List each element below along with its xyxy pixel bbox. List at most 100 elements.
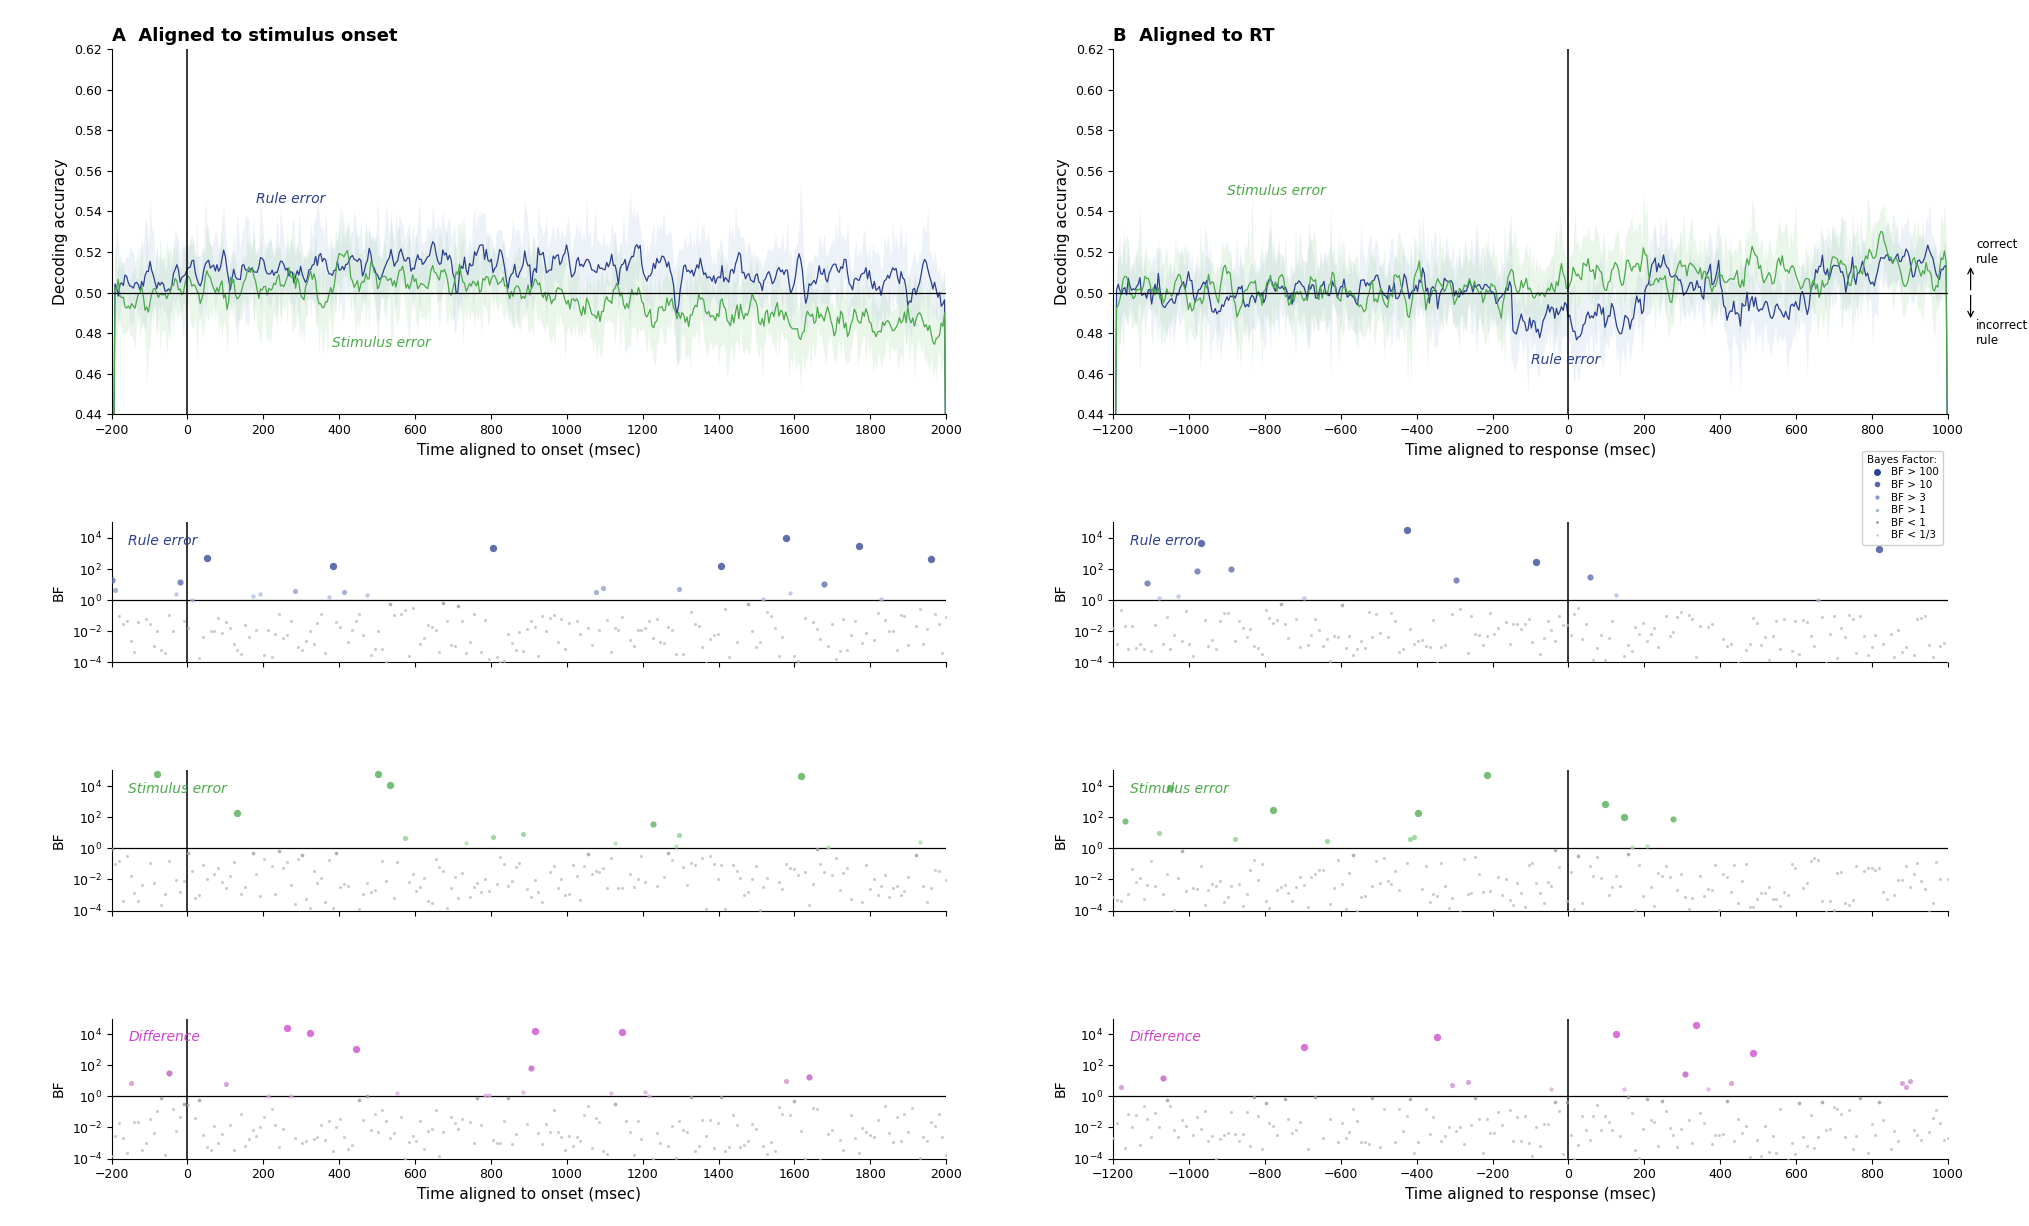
- Point: [1325, 596, 1357, 615]
- Point: [1666, 863, 1698, 883]
- Point: [1264, 595, 1297, 614]
- Point: [1512, 609, 1544, 629]
- Point: [1394, 829, 1426, 848]
- Point: [590, 878, 623, 897]
- Point: [1359, 1159, 1392, 1178]
- Point: [1775, 641, 1808, 661]
- Point: [1923, 869, 1956, 889]
- Point: [290, 889, 323, 908]
- Point: [686, 1110, 718, 1129]
- Point: [191, 1138, 223, 1157]
- Point: [239, 620, 272, 640]
- Point: [877, 622, 909, 641]
- Point: [881, 640, 913, 660]
- Point: [321, 1117, 353, 1137]
- Point: [142, 620, 174, 640]
- X-axis label: Time aligned to response (msec): Time aligned to response (msec): [1404, 443, 1656, 457]
- Point: [1437, 888, 1469, 907]
- Point: [1447, 666, 1479, 685]
- Point: [1919, 852, 1952, 872]
- Point: [1893, 660, 1926, 679]
- Point: [599, 832, 631, 852]
- Point: [1189, 609, 1221, 629]
- Point: [112, 612, 144, 631]
- Point: [576, 1138, 609, 1157]
- Point: [217, 852, 250, 872]
- Point: [1372, 870, 1404, 890]
- Point: [546, 869, 578, 889]
- Point: [213, 618, 246, 638]
- Point: [1623, 1148, 1656, 1167]
- Point: [1516, 633, 1548, 652]
- Text: Stimulus error: Stimulus error: [331, 336, 430, 351]
- Point: [381, 852, 414, 872]
- Point: [1386, 1121, 1418, 1140]
- Point: [1794, 1105, 1826, 1124]
- Point: [1246, 855, 1278, 874]
- Point: [1116, 615, 1148, 635]
- Point: [359, 1103, 392, 1123]
- Point: [1788, 878, 1820, 897]
- Point: [1798, 847, 1830, 867]
- Point: [1871, 889, 1903, 908]
- Point: [925, 908, 958, 928]
- Point: [1250, 1092, 1282, 1112]
- Point: [1706, 629, 1739, 649]
- Point: [274, 612, 306, 631]
- Point: [1485, 1116, 1518, 1135]
- Point: [564, 1132, 597, 1151]
- Point: [668, 1121, 700, 1140]
- Point: [126, 875, 158, 895]
- Point: [1550, 614, 1583, 634]
- Point: [1658, 809, 1690, 829]
- Point: [260, 884, 292, 904]
- Point: [1260, 611, 1292, 630]
- Point: [911, 893, 943, 912]
- Point: [1915, 647, 1948, 667]
- Point: [426, 862, 459, 881]
- Point: [1654, 626, 1686, 646]
- Point: [1424, 638, 1457, 657]
- Point: [1481, 618, 1514, 638]
- Point: [473, 1086, 505, 1106]
- Point: [335, 1135, 367, 1155]
- Point: [617, 1145, 649, 1165]
- Point: [1260, 1125, 1292, 1145]
- Point: [213, 867, 246, 886]
- Point: [1219, 829, 1252, 848]
- Point: [716, 1105, 749, 1124]
- Point: [1185, 856, 1217, 875]
- Point: [1146, 1069, 1179, 1089]
- Point: [572, 618, 605, 638]
- Point: [351, 873, 383, 893]
- Point: [1199, 877, 1232, 896]
- Point: [160, 1122, 193, 1141]
- Point: [1242, 1106, 1274, 1125]
- Point: [690, 899, 722, 918]
- Point: [582, 620, 615, 640]
- Point: [682, 617, 714, 636]
- Point: [607, 607, 639, 626]
- Point: [1242, 638, 1274, 657]
- Point: [1272, 628, 1305, 647]
- Point: [895, 1098, 927, 1118]
- Point: [732, 593, 765, 613]
- Point: [205, 872, 237, 891]
- Point: [568, 856, 601, 875]
- Point: [1386, 920, 1418, 939]
- Point: [599, 618, 631, 638]
- Point: [268, 858, 300, 878]
- Point: [312, 1111, 345, 1130]
- Point: [1459, 847, 1491, 867]
- Point: [1702, 1125, 1735, 1145]
- Point: [1199, 1150, 1232, 1170]
- Point: [858, 630, 891, 650]
- Point: [1627, 613, 1660, 633]
- Point: [663, 580, 696, 600]
- Point: [1520, 873, 1552, 893]
- Point: [728, 1135, 761, 1155]
- Point: [256, 647, 288, 667]
- Point: [1203, 872, 1236, 891]
- Point: [1211, 1123, 1244, 1143]
- Point: [179, 888, 211, 907]
